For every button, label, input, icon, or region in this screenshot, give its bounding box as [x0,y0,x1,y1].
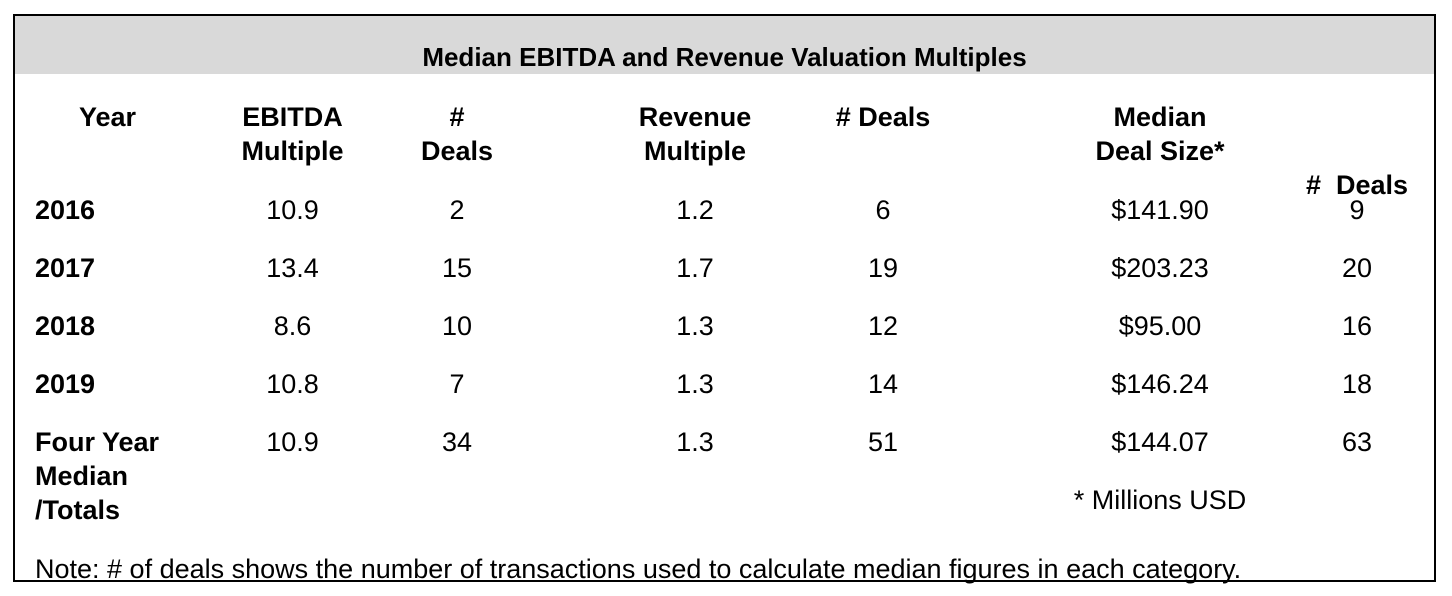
header-median-deal-size: Median Deal Size* [1070,100,1250,168]
cell-totals-revenue-deals: 51 [867,427,899,457]
header-ebitda-deals-line-1: # [449,102,465,132]
row-label-2018: 2018 [35,311,96,341]
title-bar [15,16,1434,74]
cell-2018-ebitda-deals: 10 [441,311,473,341]
header-median-deal-size-line-1: Median [1113,102,1207,132]
header-median-deal-size-line-2: Deal Size* [1095,136,1225,166]
cell-2016-ebitda-deals: 2 [449,195,465,225]
cell-totals-ebitda-deals: 34 [441,427,473,457]
cell-totals-median-deal-size: $144.07 [1111,427,1209,457]
cell-2019-ebitda-deals: 7 [449,369,465,399]
cell-totals-deal-size-deals: 63 [1341,427,1373,457]
row-label-totals: Four Year Median /Totals [35,425,159,527]
header-deal-size-deals: # Deals [1287,100,1427,270]
header-revenue-multiple: Revenue Multiple [605,100,785,168]
header-ebitda-multiple-line-1: EBITDA [242,102,343,132]
row-label-totals-line-2: Median [35,461,129,491]
cell-2018-ebitda-multiple: 8.6 [273,311,312,341]
header-revenue-deals: # Deals [808,100,958,134]
cell-2016-deal-size-deals: 9 [1349,195,1365,225]
row-label-2016: 2016 [35,195,96,225]
table-title: Median EBITDA and Revenue Valuation Mult… [422,42,1027,72]
cell-2018-deal-size-deals: 16 [1341,311,1373,341]
cell-2017-median-deal-size: $203.23 [1111,253,1209,283]
footnote-millions-usd: * Millions USD [1073,485,1247,515]
row-label-totals-line-1: Four Year [35,427,160,457]
row-label-2017: 2017 [35,253,96,283]
cell-2016-revenue-deals: 6 [875,195,891,225]
cell-totals-ebitda-multiple: 10.9 [266,427,319,457]
header-ebitda-multiple-line-2: Multiple [241,136,344,166]
header-year: Year [55,100,160,134]
cell-2017-revenue-deals: 19 [867,253,899,283]
cell-2019-ebitda-multiple: 10.8 [266,369,319,399]
header-ebitda-deals-line-2: Deals [420,136,494,166]
header-revenue-deals-line-1: # Deals [835,102,931,132]
header-revenue-multiple-line-2: Multiple [644,136,746,166]
cell-2018-revenue-deals: 12 [867,311,899,341]
row-label-2019: 2019 [35,369,96,399]
cell-2019-median-deal-size: $146.24 [1111,369,1209,399]
header-ebitda-deals: # Deals [407,100,507,168]
cell-2018-median-deal-size: $95.00 [1118,311,1202,341]
cell-2019-revenue-multiple: 1.3 [676,369,714,399]
cell-totals-revenue-multiple: 1.3 [676,427,714,457]
cell-2017-ebitda-multiple: 13.4 [266,253,319,283]
cell-2018-revenue-multiple: 1.3 [676,311,714,341]
header-deal-size-deals-line-1: # Deals [1305,170,1409,200]
table-note: Note: # of deals shows the number of tra… [35,554,1242,584]
cell-2016-ebitda-multiple: 10.9 [266,195,319,225]
cell-2017-ebitda-deals: 15 [441,253,473,283]
cell-2019-deal-size-deals: 18 [1341,369,1373,399]
row-label-totals-line-3: /Totals [35,495,121,525]
header-revenue-multiple-line-1: Revenue [638,102,752,132]
cell-2017-deal-size-deals: 20 [1341,253,1373,283]
cell-2019-revenue-deals: 14 [867,369,899,399]
cell-2017-revenue-multiple: 1.7 [676,253,714,283]
cell-2016-median-deal-size: $141.90 [1111,195,1209,225]
header-year-line-1: Year [78,102,137,132]
header-ebitda-multiple: EBITDA Multiple [215,100,370,168]
valuation-table: Median EBITDA and Revenue Valuation Mult… [13,14,1436,584]
cell-2016-revenue-multiple: 1.2 [676,195,714,225]
